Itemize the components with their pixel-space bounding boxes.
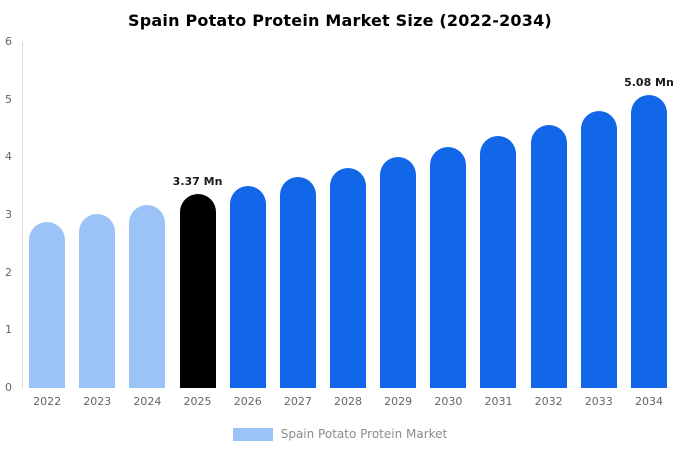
bar-column-2029: 2029 xyxy=(373,42,423,412)
y-axis-line xyxy=(22,42,23,388)
y-tick-label-0: 0 xyxy=(5,381,12,394)
bar-column-2024: 2024 xyxy=(122,42,172,412)
y-tick-label-6: 6 xyxy=(5,35,12,48)
bar-column-2022: 2022 xyxy=(22,42,72,412)
x-tick-label-2022: 2022 xyxy=(33,395,62,408)
x-tick-label-2026: 2026 xyxy=(233,395,262,408)
x-tick-label-2025: 2025 xyxy=(183,395,212,408)
chart-title: Spain Potato Protein Market Size (2022-2… xyxy=(128,11,552,30)
x-tick-label-2031: 2031 xyxy=(484,395,513,408)
x-tick-label-2027: 2027 xyxy=(283,395,312,408)
bar-2029[interactable] xyxy=(380,157,417,388)
legend-label: Spain Potato Protein Market xyxy=(280,427,448,441)
bar-column-2025: 2025 3.37 Mn xyxy=(172,42,223,412)
bar-2024[interactable] xyxy=(129,205,166,388)
x-tick-label-2034: 2034 xyxy=(634,395,663,408)
y-tick-label-2: 2 xyxy=(5,265,12,279)
bar-2027[interactable] xyxy=(279,176,316,388)
bar-2030[interactable] xyxy=(430,147,467,388)
x-tick-label-2023: 2023 xyxy=(83,395,112,408)
legend[interactable]: Spain Potato Protein Market xyxy=(0,427,680,441)
bar-2031[interactable] xyxy=(480,136,517,388)
bar-2028[interactable] xyxy=(330,167,367,388)
bar-2033[interactable] xyxy=(580,111,617,388)
data-label-2034: 5.08 Mn xyxy=(624,76,674,90)
bar-column-2031: 2031 xyxy=(473,42,523,412)
y-tick-label-5: 5 xyxy=(5,92,12,106)
x-tick-label-2024: 2024 xyxy=(133,395,162,408)
bar-2023[interactable] xyxy=(79,213,116,388)
plot-area: 2022 2023 2024 2025 3.37 Mn 2026 2027 2028 2029 2… xyxy=(22,42,674,412)
legend-swatch[interactable] xyxy=(232,427,273,441)
bar-2022[interactable] xyxy=(29,221,66,388)
y-tick-label-4: 4 xyxy=(5,150,12,164)
bar-column-2026: 2026 xyxy=(223,42,273,412)
bar-column-2033: 2033 xyxy=(574,42,624,412)
x-tick-label-2028: 2028 xyxy=(334,395,363,408)
bar-2026[interactable] xyxy=(229,186,266,388)
bar-2034[interactable] xyxy=(630,95,667,388)
data-label-2025: 3.37 Mn xyxy=(172,174,223,188)
x-tick-label-2033: 2033 xyxy=(584,395,613,408)
x-tick-label-2029: 2029 xyxy=(384,395,413,408)
y-tick-label-3: 3 xyxy=(5,208,12,221)
bar-column-2028: 2028 xyxy=(323,42,373,412)
y-tick-label-1: 1 xyxy=(5,323,12,337)
bar-column-2027: 2027 xyxy=(273,42,323,412)
bar-2025[interactable] xyxy=(179,193,216,388)
bar-column-2030: 2030 xyxy=(423,42,473,412)
bar-2032[interactable] xyxy=(530,124,567,388)
bar-column-2034: 2034 5.08 Mn xyxy=(624,42,674,412)
x-tick-label-2030: 2030 xyxy=(434,395,463,408)
bar-column-2023: 2023 xyxy=(72,42,122,412)
bar-column-2032: 2032 xyxy=(524,42,574,412)
x-tick-label-2032: 2032 xyxy=(534,395,563,408)
